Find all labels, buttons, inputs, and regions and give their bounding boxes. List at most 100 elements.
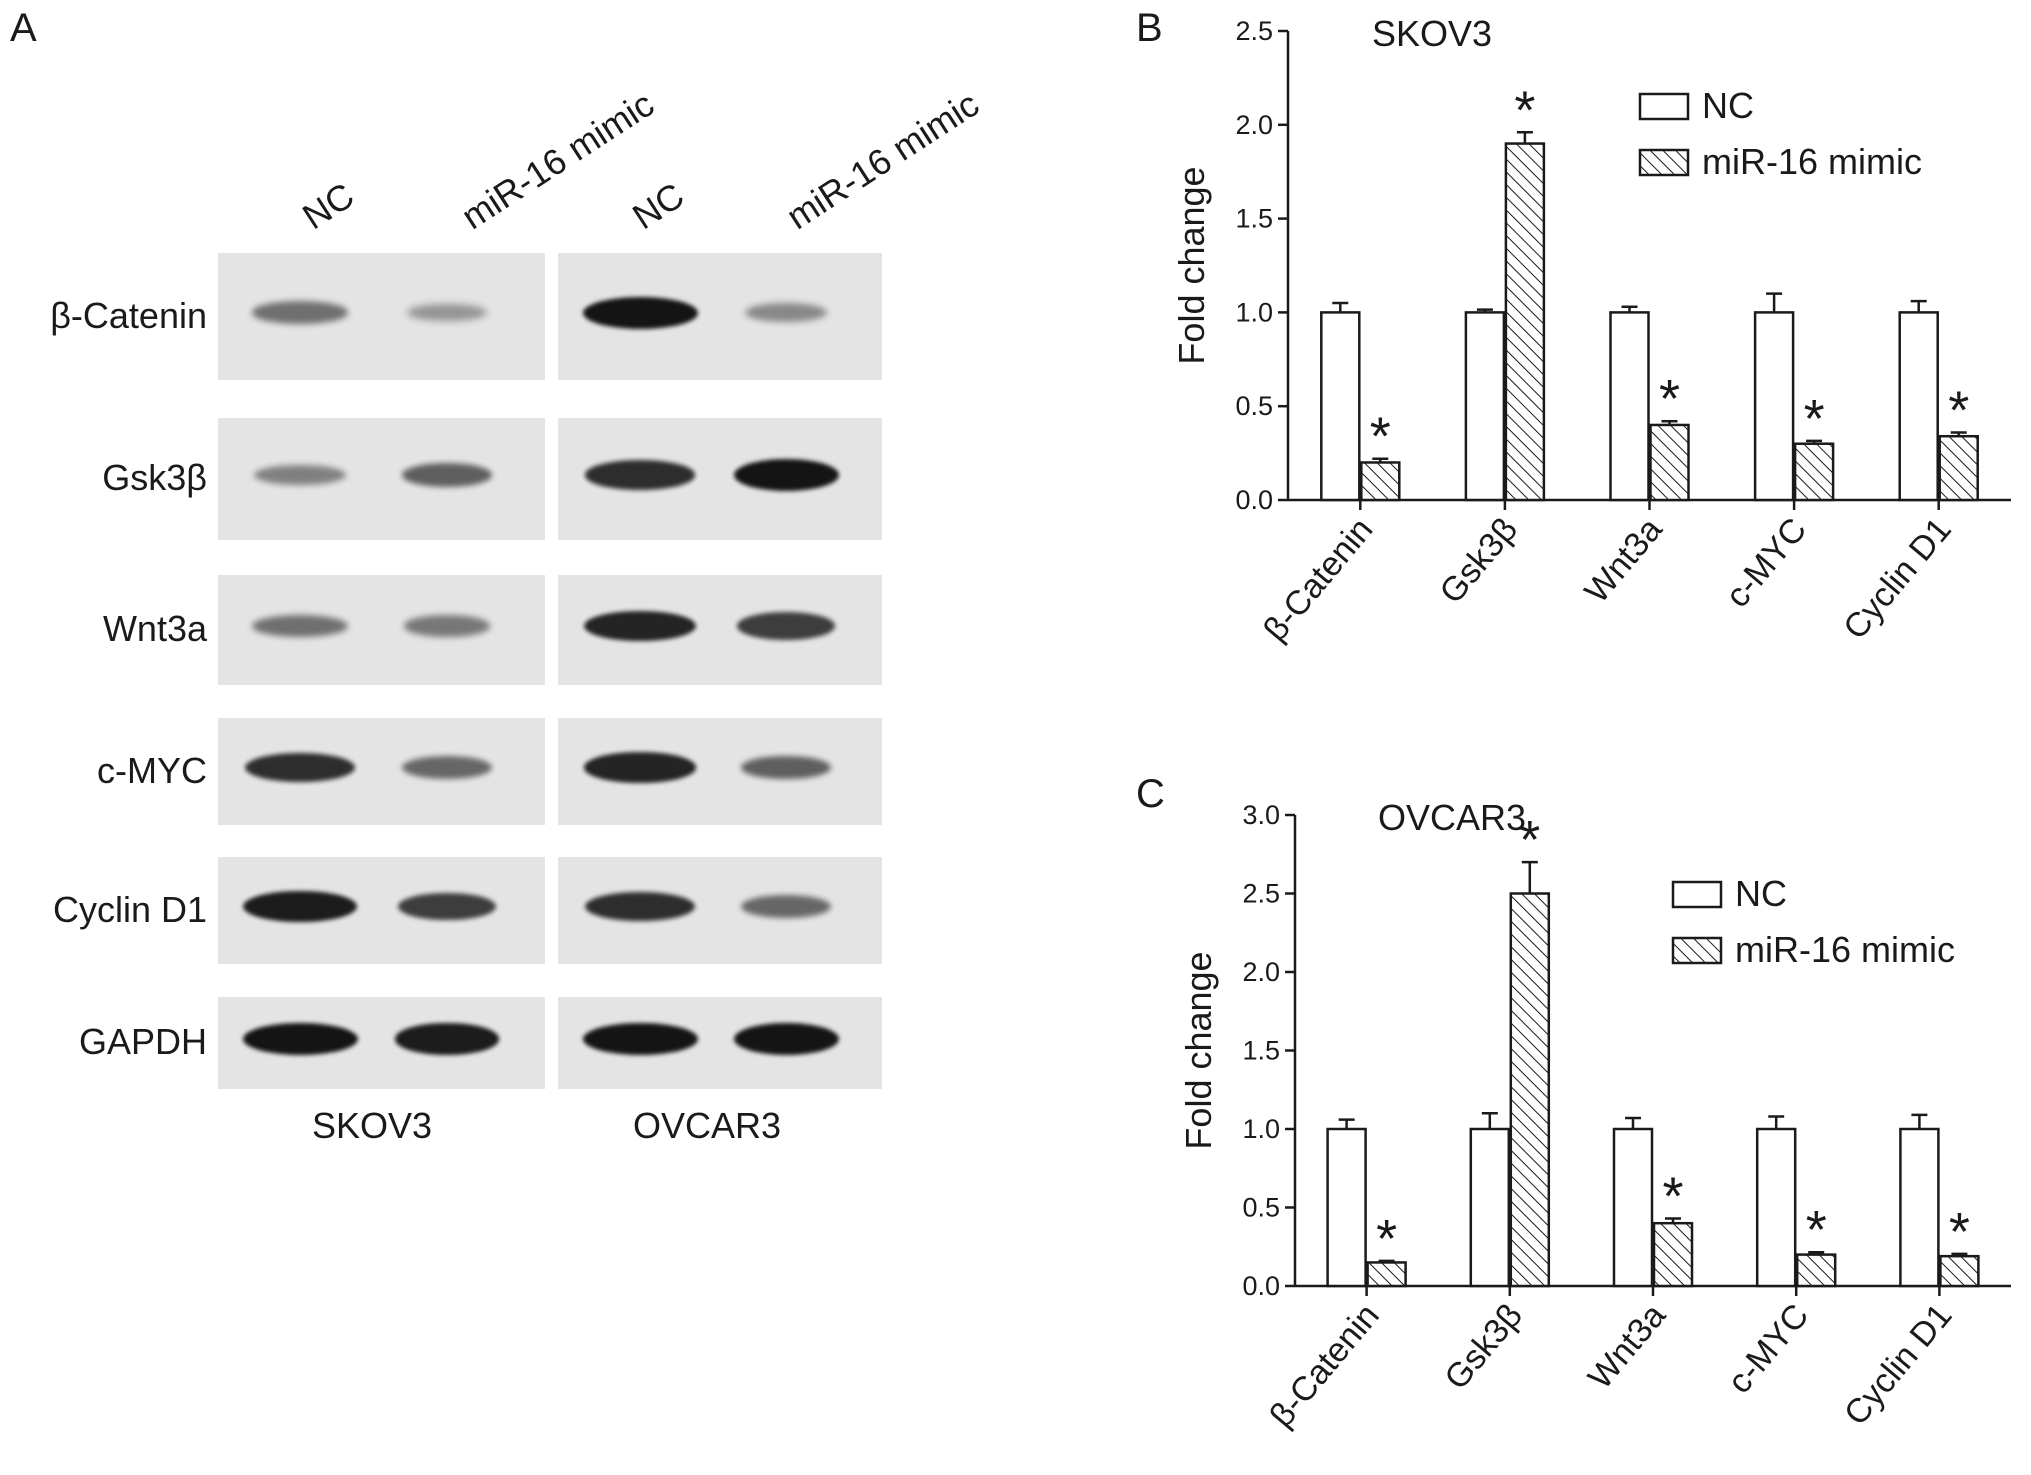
bar-mimic xyxy=(1504,142,1546,502)
x-tick-label: c-MYC xyxy=(1720,1297,1816,1401)
blot-strip xyxy=(218,718,545,825)
y-tick-label: 0.0 xyxy=(1235,485,1273,515)
significance-marker: * xyxy=(1376,1209,1397,1269)
protein-band xyxy=(253,464,347,486)
bar-nc xyxy=(1899,1127,1940,1288)
protein-band xyxy=(401,463,493,487)
y-tick-label: 1.0 xyxy=(1242,1114,1280,1144)
bar-nc xyxy=(1898,311,1939,502)
protein-band xyxy=(406,303,488,322)
significance-marker: * xyxy=(1948,380,1969,440)
blot-strip xyxy=(218,997,545,1089)
blot-strip xyxy=(558,575,882,685)
y-tick-label: 1.5 xyxy=(1235,204,1273,234)
x-tick-label: Gsk3β xyxy=(1432,511,1525,611)
legend-label: miR-16 mimic xyxy=(1735,929,1955,970)
y-tick-label: 2.5 xyxy=(1235,16,1273,46)
protein-label: c-MYC xyxy=(97,749,207,791)
x-tick-label: Cyclin D1 xyxy=(1836,511,1959,647)
x-tick-label: β-Catenin xyxy=(1256,511,1380,649)
bar-nc xyxy=(1320,311,1361,502)
panel-label-b: B xyxy=(1136,6,1163,50)
significance-marker: * xyxy=(1804,389,1825,449)
protein-band xyxy=(585,460,695,490)
chart-title: SKOV3 xyxy=(1372,13,1492,54)
legend-swatch xyxy=(1638,92,1690,121)
y-tick-label: 3.0 xyxy=(1242,800,1280,830)
bar-mimic xyxy=(1509,892,1551,1288)
blot-strip xyxy=(218,575,545,685)
legend-label: NC xyxy=(1702,85,1754,126)
y-tick-label: 2.5 xyxy=(1242,879,1280,909)
x-tick-label: Cyclin D1 xyxy=(1837,1297,1960,1433)
x-tick-label: Gsk3β xyxy=(1437,1297,1530,1397)
protein-label: GAPDH xyxy=(78,1021,207,1062)
y-axis-label: Fold change xyxy=(1178,951,1219,1149)
y-tick-label: 0.0 xyxy=(1242,1271,1280,1301)
protein-band xyxy=(242,1023,358,1055)
bar-mimic xyxy=(1938,434,1979,502)
protein-band xyxy=(402,756,492,779)
significance-marker: * xyxy=(1514,80,1535,140)
y-tick-label: 0.5 xyxy=(1242,1193,1280,1223)
significance-marker: * xyxy=(1519,810,1540,870)
protein-label: Gsk3β xyxy=(102,457,207,498)
y-tick-label: 2.0 xyxy=(1235,110,1273,140)
protein-band xyxy=(398,892,496,921)
significance-marker: * xyxy=(1662,1166,1683,1226)
x-tick-label: Wnt3a xyxy=(1577,511,1669,611)
lane-header-skov3-nc: NC xyxy=(295,174,362,238)
blot-strip xyxy=(558,718,882,825)
y-tick-label: 2.0 xyxy=(1242,957,1280,987)
legend-label: miR-16 mimic xyxy=(1702,141,1922,182)
y-axis-label: Fold change xyxy=(1171,166,1212,364)
significance-marker: * xyxy=(1806,1200,1827,1260)
legend-label: NC xyxy=(1735,873,1787,914)
blot-strip xyxy=(558,997,882,1089)
lane-header-skov3-mimic: miR-16 mimic xyxy=(454,82,661,238)
panel-label-a: A xyxy=(10,6,37,50)
y-tick-label: 1.0 xyxy=(1235,297,1273,327)
bar-nc xyxy=(1753,311,1795,502)
protein-band xyxy=(245,752,355,783)
bar-mimic xyxy=(1649,423,1690,502)
protein-band xyxy=(582,1023,698,1055)
significance-marker: * xyxy=(1949,1202,1970,1262)
protein-band xyxy=(251,301,348,324)
protein-band xyxy=(584,752,696,783)
blot-strip xyxy=(558,253,882,380)
protein-band xyxy=(585,891,695,922)
significance-marker: * xyxy=(1370,407,1391,467)
chart-title: OVCAR3 xyxy=(1378,797,1526,838)
bar-nc xyxy=(1469,1127,1511,1288)
y-tick-label: 1.5 xyxy=(1242,1036,1280,1066)
legend-swatch xyxy=(1671,936,1723,965)
bar-mimic xyxy=(1939,1254,1980,1288)
protein-band xyxy=(733,1023,839,1055)
legend-swatch xyxy=(1671,880,1723,909)
legend-swatch xyxy=(1638,148,1690,177)
protein-band xyxy=(403,615,491,637)
lane-header-ovcar3-mimic: miR-16 mimic xyxy=(779,82,986,238)
bar-mimic xyxy=(1652,1221,1694,1288)
panel-label-c: C xyxy=(1136,772,1165,816)
bar-mimic xyxy=(1360,461,1401,502)
lane-header-ovcar3-nc: NC xyxy=(625,174,692,238)
x-tick-label: c-MYC xyxy=(1718,511,1814,615)
cell-line-label-ovcar3: OVCAR3 xyxy=(633,1105,782,1146)
blot-strip xyxy=(218,418,545,540)
bar-nc xyxy=(1612,1127,1654,1288)
protein-band xyxy=(741,895,831,918)
significance-marker: * xyxy=(1659,369,1680,429)
blot-strip xyxy=(558,418,882,540)
protein-band xyxy=(251,614,348,638)
protein-band xyxy=(243,890,357,923)
blot-strip xyxy=(218,857,545,964)
protein-label: Cyclin D1 xyxy=(52,888,207,930)
blot-strip xyxy=(558,857,882,964)
blot-strip xyxy=(218,253,545,380)
bar-nc xyxy=(1609,311,1650,502)
protein-band xyxy=(744,302,828,323)
x-tick-label: Wnt3a xyxy=(1581,1297,1673,1397)
